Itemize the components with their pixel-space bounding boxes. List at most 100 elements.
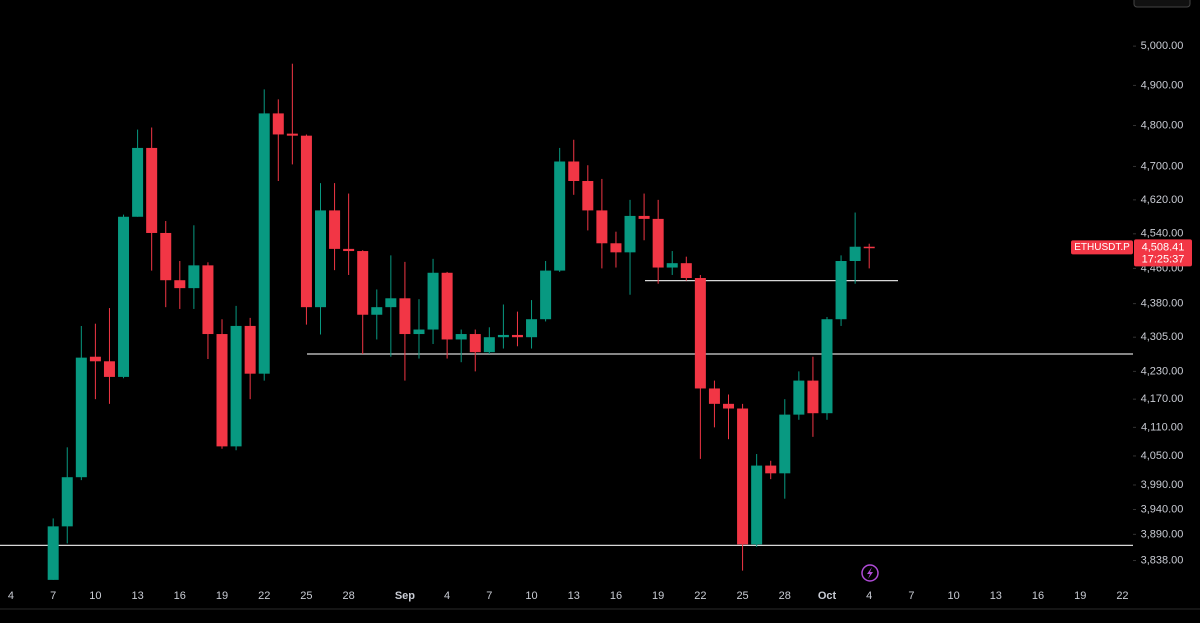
candle-body [723,403,735,409]
candle [596,178,608,269]
candle-body [244,325,256,374]
candle-body [455,334,467,340]
candle-body [863,246,875,249]
candle-body [765,465,777,474]
top-button[interactable] [1133,0,1191,8]
y-tick-label: 4,050.00 [1141,450,1184,462]
candle-body [779,414,791,474]
candle-body [202,265,214,335]
candle-body [582,181,594,211]
candle-body [47,526,59,580]
y-tick-label: 4,305.00 [1141,331,1184,343]
y-tick-label: 3,940.00 [1141,503,1184,515]
candle-body [286,133,298,136]
candle-body [624,215,636,253]
candle-body [174,280,186,289]
candle [723,394,735,440]
x-tick-label: 10 [525,590,537,602]
symbol-tag [1071,240,1133,255]
candle [188,225,200,309]
countdown-label: 17:25:37 [1142,253,1185,265]
x-tick-label: 25 [736,590,748,602]
x-tick-label: Oct [818,590,837,602]
candle [821,316,833,420]
candle [652,199,664,284]
x-tick-label: 28 [779,590,791,602]
candle [511,311,523,347]
candle [89,323,101,400]
candle-body [132,147,144,217]
candle-body [188,265,200,289]
candle [118,214,130,379]
candle-body [146,147,158,233]
candle-body [708,388,720,404]
candle-body [441,272,453,340]
x-tick-label: Sep [395,590,415,602]
candle [835,255,847,326]
candle-body [357,251,369,315]
candle [624,199,636,295]
candle-body [554,161,566,271]
x-tick-label: 13 [990,590,1002,602]
candle-body [314,210,326,308]
candle [455,329,467,363]
candle [708,380,720,428]
y-tick-label: 4,800.00 [1141,119,1184,131]
candle-body [300,135,312,308]
y-tick-label: 4,540.00 [1141,228,1184,240]
candle-body [103,361,115,377]
alert-icon[interactable] [861,564,879,582]
candle-body [568,161,580,182]
candle [469,329,481,372]
candle-body [427,272,439,330]
candle [244,317,256,400]
candle-body [118,216,130,377]
candle [483,327,495,354]
candle [554,147,566,272]
candle [427,258,439,344]
candle [610,231,622,268]
candle [413,299,425,359]
candle-body [160,232,172,281]
candle-body [89,356,101,362]
candle-body [75,357,87,478]
candle-body [793,380,805,415]
candle-body [596,210,608,244]
x-tick-label: 10 [947,590,959,602]
x-tick-label: 28 [343,590,355,602]
candle-body [680,263,692,279]
x-tick-label: 19 [652,590,664,602]
x-tick-label: 13 [131,590,143,602]
price-tag [1134,239,1192,267]
y-tick-label: 5,000.00 [1141,40,1184,52]
x-tick-label: 4 [866,590,872,602]
candle [146,127,158,271]
candle [174,261,186,309]
price-label: 4,508.41 [1142,241,1185,253]
y-tick-label: 4,380.00 [1141,298,1184,310]
y-tick-label: 3,890.00 [1141,528,1184,540]
candle [258,89,270,381]
candle [202,262,214,360]
candle [75,325,87,481]
candle [497,304,509,349]
candle [329,183,341,271]
y-tick-label: 3,990.00 [1141,479,1184,491]
x-tick-label: 4 [444,590,450,602]
candle-body [61,477,73,527]
candle-body [385,298,397,308]
candle-body [694,278,706,389]
x-tick-label: 16 [610,590,622,602]
y-tick-label: 4,700.00 [1141,160,1184,172]
y-tick-label: 4,900.00 [1141,79,1184,91]
y-tick-label: 4,110.00 [1141,421,1183,433]
candle-body [497,334,509,338]
candle [849,212,861,284]
x-tick-label: 19 [216,590,228,602]
candle [103,308,115,404]
candle-body [737,408,749,545]
candle [568,139,580,195]
candle [47,518,59,580]
